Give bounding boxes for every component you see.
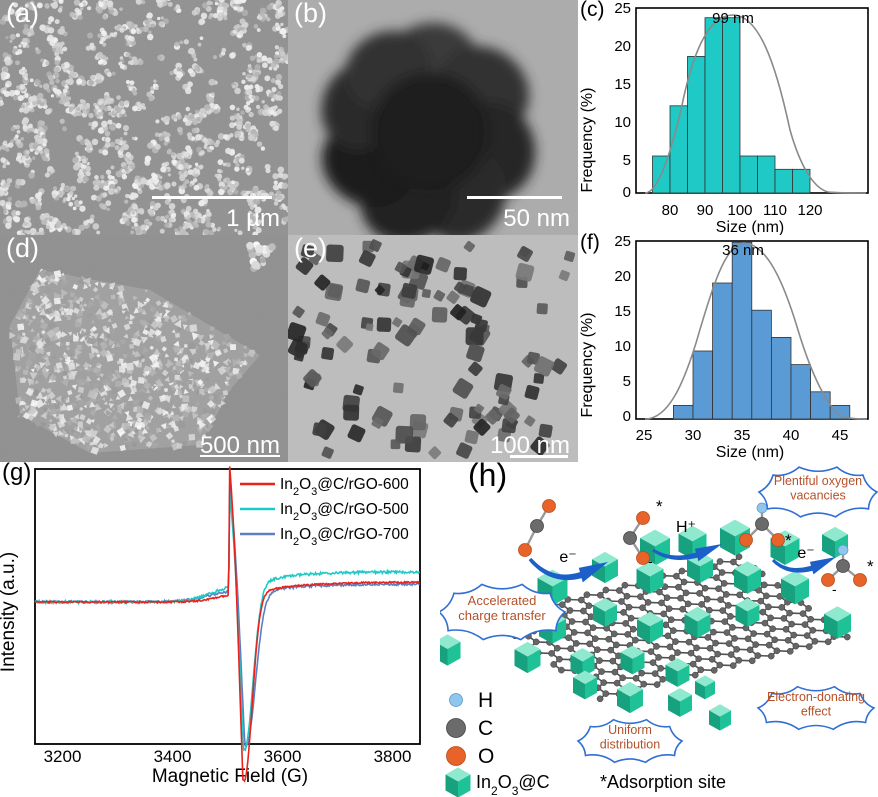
svg-text:Intensity (a.u.): Intensity (a.u.) [0,552,19,672]
svg-text:*: * [867,557,874,576]
svg-text:30: 30 [685,427,702,444]
svg-text:-: - [832,581,837,597]
svg-text:80: 80 [662,202,679,219]
svg-text:40: 40 [783,427,800,444]
svg-text:e⁻: e⁻ [797,545,814,562]
svg-text:vacancies: vacancies [790,489,846,503]
svg-text:H⁺: H⁺ [676,519,696,536]
svg-text:H: H [478,689,493,712]
svg-text:100: 100 [727,202,752,219]
svg-text:15: 15 [614,76,631,93]
svg-text:In2O3@C: In2O3@C [476,772,550,797]
svg-text:35: 35 [734,427,751,444]
svg-text:25: 25 [636,427,653,444]
svg-text:In2O3@C/rGO-600: In2O3@C/rGO-600 [280,476,409,498]
svg-text:25: 25 [614,0,631,17]
svg-text:120: 120 [797,202,822,219]
svg-text:Size (nm): Size (nm) [716,219,784,235]
svg-text:O: O [478,745,494,768]
svg-text:Uniform: Uniform [608,723,652,737]
svg-text:Plentiful oxygen: Plentiful oxygen [774,474,862,488]
svg-text:20: 20 [614,38,631,55]
svg-text:3800: 3800 [374,747,412,766]
svg-text:0: 0 [623,408,631,425]
svg-text:45: 45 [832,427,849,444]
svg-text:distribution: distribution [600,738,660,752]
svg-text:15: 15 [614,303,631,320]
svg-text:In2O3@C/rGO-700: In2O3@C/rGO-700 [280,526,409,548]
svg-text:Accelerated: Accelerated [468,593,537,608]
svg-text:C: C [478,717,493,740]
svg-text:*: * [785,531,792,550]
svg-text:effect: effect [801,705,832,719]
svg-text:25: 25 [614,235,631,250]
svg-text:3200: 3200 [44,747,82,766]
svg-text:90: 90 [697,202,714,219]
svg-text:Frequency (%): Frequency (%) [579,88,596,193]
svg-text:5: 5 [623,152,631,169]
svg-text:36 nm: 36 nm [722,242,764,259]
svg-text:10: 10 [614,114,631,131]
svg-text:Frequency (%): Frequency (%) [579,313,596,418]
svg-text:-: - [648,553,653,569]
svg-text:Size (nm): Size (nm) [716,444,784,461]
svg-text:110: 110 [763,202,787,219]
svg-text:Electron-donating: Electron-donating [767,690,865,704]
svg-text:20: 20 [614,268,631,285]
svg-text:In2O3@C/rGO-500: In2O3@C/rGO-500 [280,501,409,523]
svg-text:*Adsorption site: *Adsorption site [600,772,726,792]
svg-text:5: 5 [623,373,631,390]
svg-text:e⁻: e⁻ [559,549,576,566]
svg-text:99 nm: 99 nm [712,10,754,27]
svg-text:3400: 3400 [154,747,192,766]
svg-text:10: 10 [614,338,631,355]
svg-text:0: 0 [623,184,631,201]
svg-text:*: * [656,497,663,516]
svg-text:Magnetic Field (G): Magnetic Field (G) [152,766,308,787]
svg-text:charge transfer: charge transfer [458,608,546,623]
svg-text:3600: 3600 [264,747,302,766]
